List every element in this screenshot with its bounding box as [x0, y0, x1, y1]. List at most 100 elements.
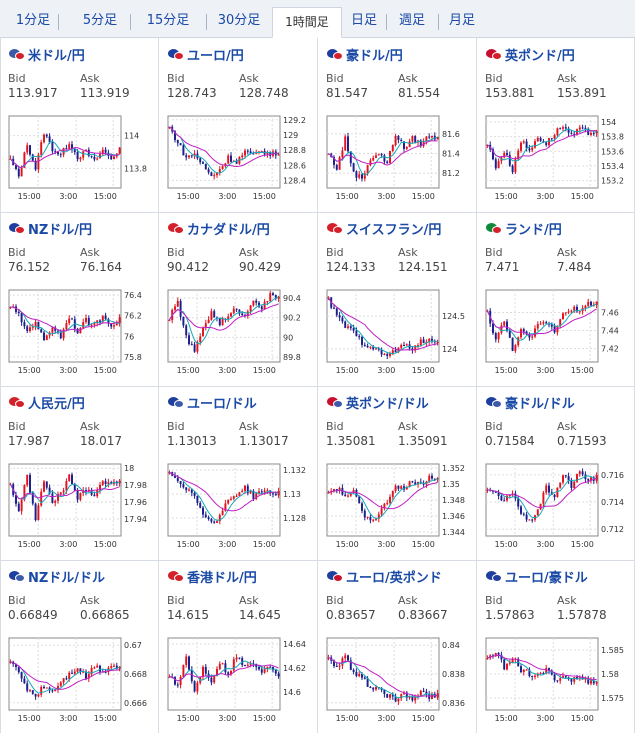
grid-divider: [317, 38, 318, 733]
candle-body: [29, 327, 31, 331]
ask-value: 0.83667: [398, 608, 448, 622]
eu-flag-icon: [327, 570, 338, 580]
bid-label: Bid: [8, 246, 26, 259]
tab-2[interactable]: 5分足: [82, 13, 118, 28]
x-tick-label: 15:00: [18, 192, 41, 201]
candle-body: [428, 338, 431, 342]
price-chart[interactable]: 7.46 7.44 7.42 15:00 3:00 15:00: [484, 288, 632, 376]
pair-link[interactable]: 豪ドル/ドル: [486, 394, 575, 412]
candle-body: [269, 666, 272, 668]
price-chart[interactable]: 1.352 1.35 1.348 1.346 1.344 15:00 3:00 15:00: [325, 462, 473, 550]
candle-body: [528, 519, 531, 521]
price-chart[interactable]: 18 17.98 17.96 17.94 15:00 3:00 15:00: [7, 462, 155, 550]
pair-link[interactable]: ユーロ/英ポンド: [327, 568, 442, 586]
candle-body: [562, 676, 564, 679]
pair-link[interactable]: 米ドル/円: [9, 46, 85, 64]
pair-link[interactable]: 英ポンド/ドル: [327, 394, 429, 412]
candle-body: [405, 146, 408, 149]
bid-label: Bid: [167, 420, 185, 433]
ask-value: 81.554: [398, 86, 440, 100]
candle-body: [174, 131, 176, 141]
pair-name: 人民元/円: [28, 396, 85, 412]
tab-5[interactable]: 1時間足: [272, 7, 342, 38]
tab-1[interactable]: 1分足: [15, 13, 51, 28]
candle-body: [389, 496, 391, 503]
candle-body: [82, 151, 85, 158]
candle-body: [559, 678, 562, 681]
price-chart[interactable]: 0.84 0.838 0.836 15:00 3:00 15:00: [325, 636, 473, 724]
candle-body: [190, 669, 193, 682]
price-chart[interactable]: 76.4 76.2 76 75.8 15:00 3:00 15:00: [7, 288, 155, 376]
price-chart[interactable]: 14.64 14.62 14.6 15:00 3:00 15:00: [166, 636, 314, 724]
candle-body: [216, 172, 218, 176]
price-chart[interactable]: 1.585 1.58 1.575 15:00 3:00 15:00: [484, 636, 632, 724]
candle-body: [90, 155, 93, 157]
price-chart[interactable]: 114 113.8 15:00 3:00 15:00: [7, 114, 155, 202]
ask-label: Ask: [239, 72, 259, 85]
tab-8[interactable]: 月足: [448, 13, 475, 28]
x-tick-label: 3:00: [377, 366, 395, 375]
pair-name: NZドル/ドル: [28, 570, 106, 586]
x-tick-label: 15:00: [253, 192, 276, 201]
price-chart[interactable]: 1.132 1.13 1.128 15:00 3:00 15:00: [166, 462, 314, 550]
tab-3[interactable]: 15分足: [146, 13, 190, 28]
candle-body: [536, 509, 539, 516]
currency-card: ユーロ/ドル Bid Ask 1.13013 1.13017 1.132 1.13 1.128…: [160, 386, 318, 560]
y-tick-label: 1.575: [601, 694, 624, 703]
pair-link[interactable]: スイスフラン/円: [327, 220, 441, 238]
candle-body: [26, 474, 29, 486]
price-chart[interactable]: 154 153.8 153.6 153.4 153.2 15:00 3:00 15:00: [484, 114, 632, 202]
candle-body: [20, 313, 23, 323]
price-chart[interactable]: 0.716 0.714 0.712 15:00 3:00 15:00: [484, 462, 632, 550]
pair-link[interactable]: 香港ドル/円: [168, 568, 257, 586]
tab-separator: [206, 14, 207, 30]
tab-separator: [386, 14, 387, 30]
candle-body: [590, 680, 592, 684]
tab-6[interactable]: 日足: [350, 13, 377, 28]
pair-link[interactable]: NZドル/円: [9, 220, 92, 238]
pair-link[interactable]: ユーロ/豪ドル: [486, 568, 588, 586]
price-chart[interactable]: 129.2 129 128.8 128.6 128.4 15:00 3:00 15:00: [166, 114, 314, 202]
candle-body: [99, 665, 101, 672]
candle-body: [400, 486, 403, 489]
long-ma-line: [169, 471, 279, 512]
tab-4[interactable]: 30分足: [217, 13, 261, 28]
pair-link[interactable]: カナダドル/円: [168, 220, 270, 238]
pair-link[interactable]: 人民元/円: [9, 394, 85, 412]
candle-body: [584, 127, 587, 129]
pair-name: 英ポンド/円: [505, 48, 575, 64]
candle-body: [246, 150, 249, 152]
y-tick-label: 129.2: [283, 116, 306, 125]
ask-label: Ask: [80, 420, 100, 433]
pair-link[interactable]: ランド/円: [486, 220, 562, 238]
currency-card: 英ポンド/円 Bid Ask 153.881 153.891 154 153.8 153.6 1…: [478, 38, 635, 212]
price-chart[interactable]: 81.6 81.4 81.2 15:00 3:00 15:00: [325, 114, 473, 202]
x-tick-label: 15:00: [253, 540, 276, 549]
candle-body: [221, 318, 224, 326]
x-tick-label: 15:00: [571, 366, 594, 375]
price-chart[interactable]: 90.4 90.2 90 89.8 15:00 3:00 15:00: [166, 288, 314, 376]
pair-link[interactable]: ユーロ/円: [168, 46, 244, 64]
candle-body: [230, 155, 232, 162]
currency-card: 香港ドル/円 Bid Ask 14.615 14.645 14.64 14.62 14.6 15…: [160, 560, 318, 733]
price-chart[interactable]: 0.67 0.668 0.666 15:00 3:00 15:00: [7, 636, 155, 724]
candle-body: [556, 487, 559, 497]
pair-link[interactable]: NZドル/ドル: [9, 568, 106, 586]
tab-7[interactable]: 週足: [398, 13, 425, 28]
y-tick-label: 1.348: [442, 496, 465, 505]
candle-body: [581, 471, 584, 475]
price-chart[interactable]: 124.5 124 15:00 3:00 15:00: [325, 288, 473, 376]
candle-body: [494, 653, 497, 656]
pair-link[interactable]: ユーロ/ドル: [168, 394, 257, 412]
candle-body: [71, 318, 73, 320]
candle-body: [422, 141, 425, 147]
candle-body: [15, 663, 17, 667]
candle-body: [76, 328, 79, 334]
candle-body: [514, 493, 517, 499]
pair-link[interactable]: 英ポンド/円: [486, 46, 575, 64]
candle-body: [202, 162, 204, 164]
candle-body: [17, 503, 20, 512]
pair-link[interactable]: 豪ドル/円: [327, 46, 403, 64]
currency-flag-icon: [486, 396, 502, 408]
y-tick-label: 14.62: [283, 664, 306, 673]
